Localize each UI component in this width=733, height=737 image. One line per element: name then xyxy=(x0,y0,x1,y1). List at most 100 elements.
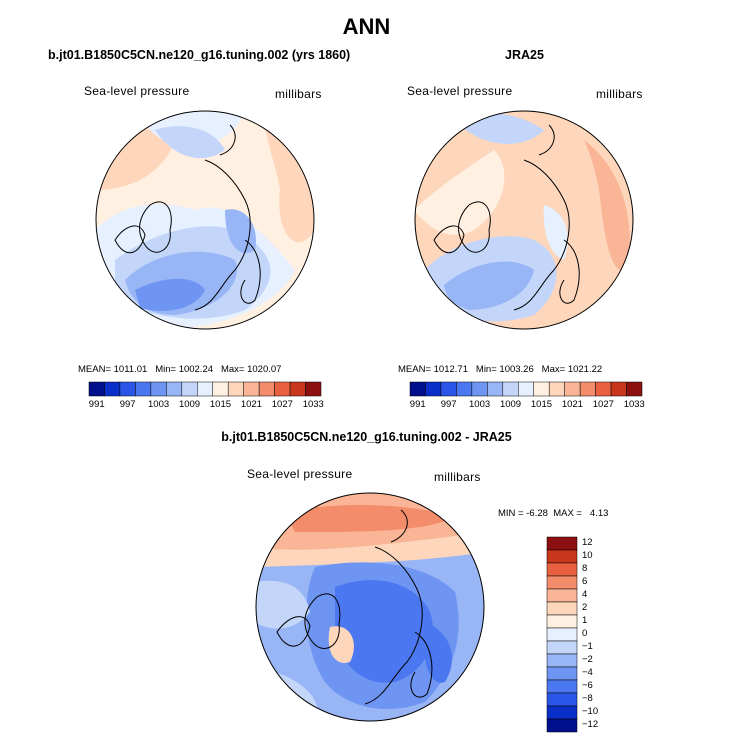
p1-coast-alaska xyxy=(219,124,236,156)
p2-colorbar-cell-1024 xyxy=(579,381,596,397)
p1-colorbar-cell-1027 xyxy=(274,381,291,397)
panel-3-colorbar xyxy=(546,536,578,733)
p3-colorbar-cell-6 xyxy=(546,614,578,629)
p2-colorbar-tick-1009: 1009 xyxy=(499,399,522,410)
p3-colorbar-tick-2: 8 xyxy=(582,563,588,574)
panel-1-units-label: millibars xyxy=(275,87,322,101)
p3-colorbar-cell-7 xyxy=(546,627,578,642)
panel-3-variable-label: Sea-level pressure xyxy=(247,467,353,481)
panel-2-title: JRA25 xyxy=(505,48,544,62)
p2-colorbar-tick-1021: 1021 xyxy=(561,399,583,410)
p2-colorbar-tick-991: 991 xyxy=(409,399,426,410)
p2-field-low-3 xyxy=(543,205,568,260)
p1-colorbar-tick-1033: 1033 xyxy=(302,399,324,410)
p3-colorbar-tick-6: 1 xyxy=(582,615,588,626)
panel-3-polar-map xyxy=(255,492,485,722)
p2-field-high-east xyxy=(584,140,631,272)
p1-coast-greenland xyxy=(139,201,172,253)
p3-map-border xyxy=(255,492,485,722)
panel-2-stats: MEAN= 1012.71 Min= 1003.26 Max= 1021.22 xyxy=(398,364,603,375)
p1-colorbar-cell-1012 xyxy=(197,381,213,397)
p2-coast-scandinavia xyxy=(559,239,580,304)
p2-colorbar-cell-994 xyxy=(425,381,442,397)
p2-field-mid-west xyxy=(415,150,505,235)
p1-colorbar-tick-1021: 1021 xyxy=(240,399,262,410)
p3-coast-alaska xyxy=(390,509,408,543)
p2-colorbar-cell-1030 xyxy=(610,381,627,397)
p1-colorbar-cell-1021 xyxy=(243,381,260,397)
p2-colorbar-tick-1003: 1003 xyxy=(469,399,491,410)
p2-colorbar-cell-1012 xyxy=(518,381,534,397)
p1-colorbar-cell-1006 xyxy=(166,381,183,397)
p2-colorbar-cell-1021 xyxy=(564,381,581,397)
p1-map-border xyxy=(95,110,315,330)
p3-colorbar-cell-3 xyxy=(546,575,578,590)
p2-colorbar-cell-1000 xyxy=(456,381,473,397)
p3-colorbar-tick-14: −12 xyxy=(582,719,599,730)
p2-colorbar-cell-1009 xyxy=(502,381,519,397)
p1-colorbar-tick-1003: 1003 xyxy=(148,399,170,410)
p2-colorbar-cell-991 xyxy=(409,381,426,397)
p1-colorbar-cell-1030 xyxy=(289,381,306,397)
p2-colorbar-cell-1018 xyxy=(548,381,565,397)
p2-colorbar-cell-1033 xyxy=(626,381,643,397)
panel-3-title: b.jt01.B1850C5CN.ne120_g16.tuning.002 - … xyxy=(221,430,512,444)
panel-2-variable-label: Sea-level pressure xyxy=(407,84,513,98)
p1-colorbar-cell-994 xyxy=(104,381,121,397)
p3-colorbar-cell-12 xyxy=(546,692,578,707)
p2-coast-canada xyxy=(433,225,465,253)
p3-coast-scandinavia xyxy=(410,631,433,698)
p3-coast-eurasia xyxy=(364,546,423,705)
p2-map-border xyxy=(414,110,634,330)
p3-colorbar-tick-4: 4 xyxy=(582,589,588,600)
p3-colorbar-tick-5: 2 xyxy=(582,602,588,613)
p1-coast-canada xyxy=(114,225,146,253)
p3-colorbar-cell-2 xyxy=(546,562,578,577)
p3-colorbar-tick-3: 6 xyxy=(582,576,588,587)
p2-colorbar-cell-997 xyxy=(440,381,457,397)
p3-colorbar-tick-11: −6 xyxy=(582,680,593,691)
p1-field-low-north-b xyxy=(155,126,225,159)
p3-colorbar-cell-9 xyxy=(546,653,578,668)
p1-colorbar-cell-997 xyxy=(119,381,136,397)
p2-colorbar-tick-1033: 1033 xyxy=(623,399,645,410)
panel-3-units-label: millibars xyxy=(434,470,481,484)
p1-coast-eurasia xyxy=(194,159,251,311)
panel-1-polar-map xyxy=(95,110,315,330)
p2-colorbar-cell-1006 xyxy=(487,381,504,397)
p1-coast-scandinavia xyxy=(240,239,261,304)
p3-colorbar-cell-14 xyxy=(546,718,578,733)
panel-1-variable-label: Sea-level pressure xyxy=(84,84,190,98)
p3-colorbar-tick-12: −8 xyxy=(582,693,593,704)
page-title: ANN xyxy=(342,14,391,39)
panel-1-colorbar xyxy=(88,381,322,397)
p1-colorbar-tick-1027: 1027 xyxy=(271,399,293,410)
p1-colorbar-cell-1033 xyxy=(305,381,322,397)
panel-2-polar-map xyxy=(414,110,634,330)
p3-colorbar-tick-0: 12 xyxy=(582,537,593,548)
panel-2-units-label: millibars xyxy=(596,87,643,101)
panel-1-stats: MEAN= 1011.01 Min= 1002.24 Max= 1020.07 xyxy=(78,364,282,375)
p3-colorbar-tick-1: 10 xyxy=(582,550,593,561)
p3-field-pos-greenland xyxy=(328,626,354,663)
p1-field-low-3 xyxy=(135,278,205,311)
p1-colorbar-tick-997: 997 xyxy=(119,399,136,410)
p3-field-neg-3 xyxy=(423,622,453,683)
p3-colorbar-cell-13 xyxy=(546,705,578,720)
p2-colorbar-tick-1015: 1015 xyxy=(530,399,553,410)
p3-colorbar-cell-5 xyxy=(546,601,578,616)
panel-2-colorbar xyxy=(409,381,643,397)
p1-colorbar-cell-991 xyxy=(88,381,105,397)
p2-colorbar-cell-1015 xyxy=(533,381,550,397)
p1-colorbar-cell-1018 xyxy=(227,381,244,397)
p1-colorbar-cell-1015 xyxy=(212,381,229,397)
p1-colorbar-cell-1024 xyxy=(258,381,275,397)
p2-field-low-2 xyxy=(444,261,534,310)
p2-colorbar-tick-1027: 1027 xyxy=(592,399,614,410)
panel-3-stats: MIN = -6.28 MAX = 4.13 xyxy=(498,508,609,519)
p3-colorbar-tick-9: −2 xyxy=(582,654,593,665)
p3-colorbar-cell-8 xyxy=(546,640,578,655)
p1-field-high-east xyxy=(265,120,314,243)
p3-colorbar-cell-4 xyxy=(546,588,578,603)
p1-colorbar-tick-1009: 1009 xyxy=(178,399,201,410)
